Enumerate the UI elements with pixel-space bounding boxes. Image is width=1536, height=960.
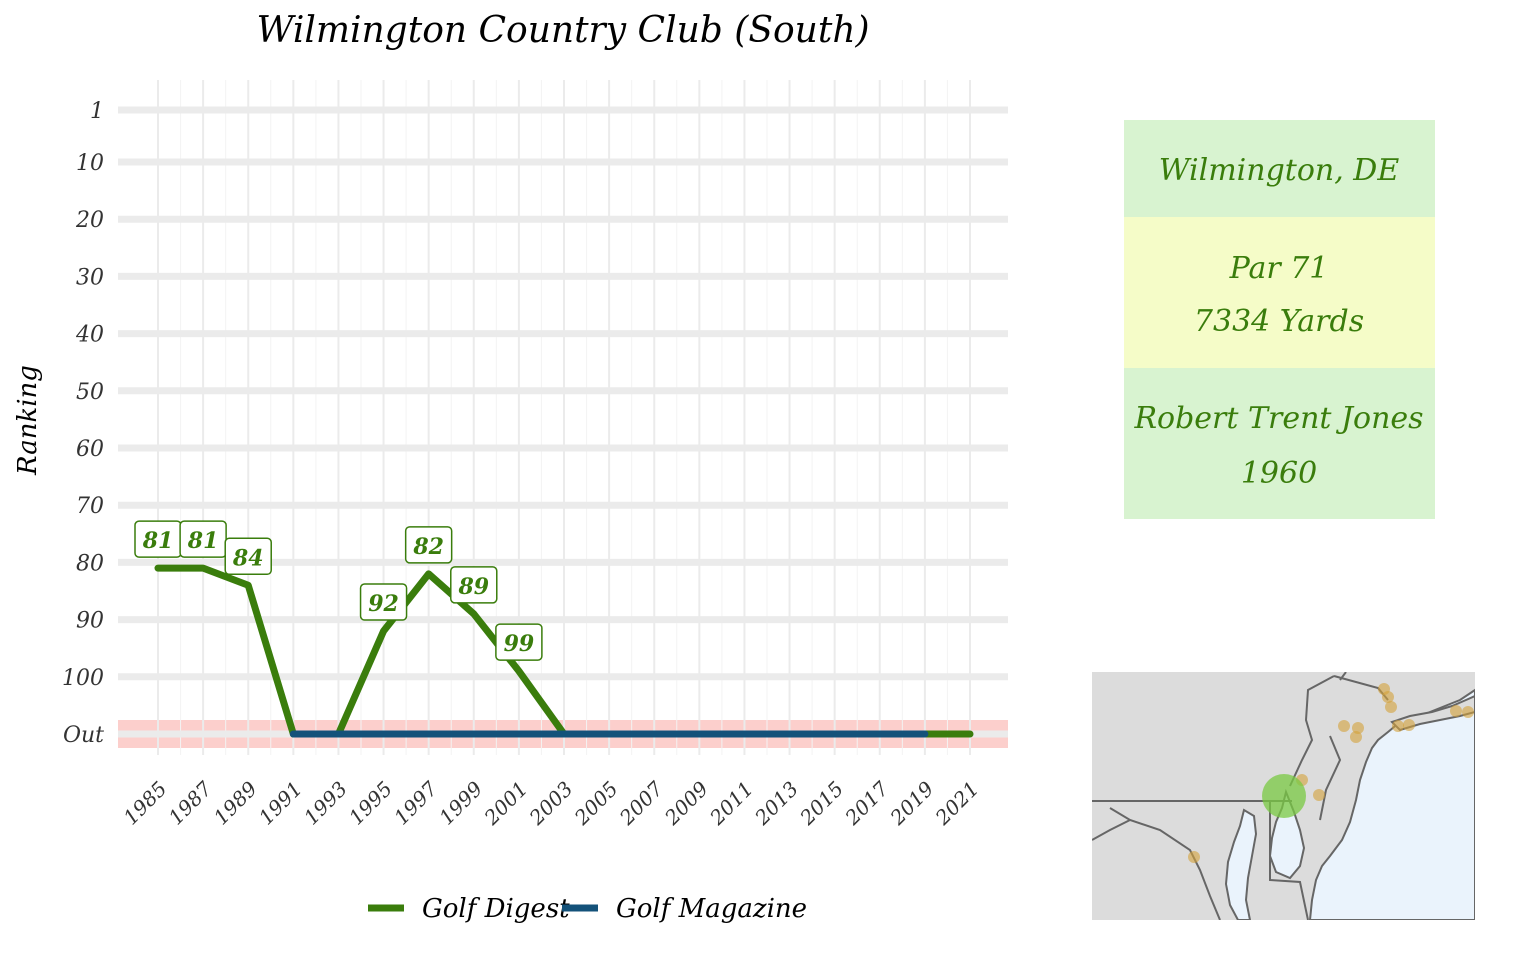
x-tick-label: 1995 (344, 777, 397, 830)
data-labels: 81 81 84 92 82 89 99 (134, 520, 543, 661)
x-tick-label: 1999 (434, 776, 487, 829)
map-delaware-bay (1268, 788, 1306, 880)
map-marker-other (1450, 705, 1462, 717)
data-label: 81 (134, 520, 182, 558)
legend-label-golf-digest: Golf Digest (422, 894, 570, 924)
data-label: 92 (359, 583, 408, 621)
info-course-box (1124, 217, 1435, 368)
info-architect-box (1124, 368, 1435, 519)
y-axis-label: Ranking (13, 365, 43, 476)
map-marker-other (1313, 789, 1325, 801)
legend-label-golf-magazine: Golf Magazine (616, 894, 807, 924)
grid (118, 80, 1008, 755)
info-par: Par 71 (1229, 251, 1329, 286)
series-line-golf-digest (154, 564, 974, 738)
x-ticks: 1985198719891991199319951997199920012003… (119, 776, 984, 830)
data-label: 84 (224, 537, 272, 576)
y-tick-label: 30 (76, 265, 104, 290)
data-label-box (495, 623, 543, 661)
data-label: 81 (179, 520, 227, 558)
map-marker-other (1382, 691, 1394, 703)
data-label-text: 92 (368, 591, 399, 617)
map-chesapeake (1224, 808, 1258, 920)
x-tick-label: 2007 (614, 776, 668, 830)
chart-title: Wilmington Country Club (South) (256, 10, 869, 51)
y-tick-label: 10 (76, 151, 104, 176)
data-label-text: 82 (412, 534, 444, 560)
y-tick-label: 80 (76, 551, 104, 576)
info-panel: Wilmington, DE Par 71 7334 Yards Robert … (1124, 120, 1435, 519)
data-label: 89 (450, 566, 498, 604)
x-tick-label: 1989 (209, 776, 262, 829)
y-tick-label: 60 (76, 437, 104, 462)
info-year: 1960 (1241, 456, 1317, 491)
x-tick-label: 2017 (840, 776, 894, 830)
map-marker-other (1350, 731, 1362, 743)
y-tick-label: 20 (75, 208, 104, 233)
y-tick-label: 40 (75, 323, 104, 348)
series-lines (154, 564, 974, 738)
y-tick-label: 1 (90, 99, 104, 124)
map-marker-other (1188, 851, 1200, 863)
x-tick-label: 2005 (569, 777, 623, 831)
x-tick-label: 2001 (479, 777, 533, 831)
x-tick-label: 1985 (119, 777, 172, 830)
data-label-box (224, 537, 272, 576)
x-tick-label: 1997 (389, 776, 442, 829)
x-tick-label: 1993 (299, 777, 352, 830)
y-ticks: 1 10 20 30 40 50 60 70 80 90 100 Out (62, 99, 104, 748)
y-tick-label: 70 (76, 494, 104, 519)
x-tick-label: 1987 (164, 776, 217, 829)
data-label-text: 81 (142, 528, 174, 554)
info-location: Wilmington, DE (1159, 153, 1400, 188)
info-yards: 7334 Yards (1194, 304, 1364, 339)
x-tick-label: 2013 (749, 777, 803, 831)
map-marker-course (1262, 774, 1306, 818)
info-architect: Robert Trent Jones (1133, 401, 1423, 436)
y-tick-label: 90 (76, 609, 104, 634)
data-label-text: 99 (504, 631, 535, 657)
map-markers (1188, 683, 1474, 863)
map-state-lines (1092, 672, 1389, 920)
x-tick-label: 2019 (885, 776, 939, 830)
data-label-text: 81 (187, 528, 219, 554)
location-map (1092, 672, 1475, 920)
data-label: 99 (495, 623, 543, 661)
x-tick-label: 2003 (524, 777, 578, 831)
y-tick-label: 50 (76, 380, 104, 405)
data-label: 82 (404, 526, 453, 564)
x-tick-label: 1991 (254, 777, 307, 830)
y-tick-label: 100 (62, 666, 104, 691)
data-label-box (359, 583, 408, 621)
data-label-box (404, 526, 453, 564)
legend: Golf Digest Golf Magazine (368, 894, 807, 924)
y-tick-label: Out (63, 723, 104, 748)
x-tick-label: 2021 (930, 777, 984, 831)
map-marker-other (1338, 720, 1350, 732)
info-location-box (1124, 120, 1435, 217)
map-marker-other (1352, 722, 1364, 734)
map-marker-other (1392, 720, 1404, 732)
x-tick-label: 2015 (795, 777, 849, 831)
map-marker-other (1385, 701, 1397, 713)
data-label-text: 84 (232, 545, 264, 571)
map-marker-other (1403, 719, 1415, 731)
map-marker-other (1462, 706, 1474, 718)
x-tick-label: 2011 (704, 777, 758, 831)
data-label-text: 89 (457, 574, 489, 600)
x-tick-label: 2009 (659, 776, 713, 830)
data-label-box (450, 566, 498, 604)
